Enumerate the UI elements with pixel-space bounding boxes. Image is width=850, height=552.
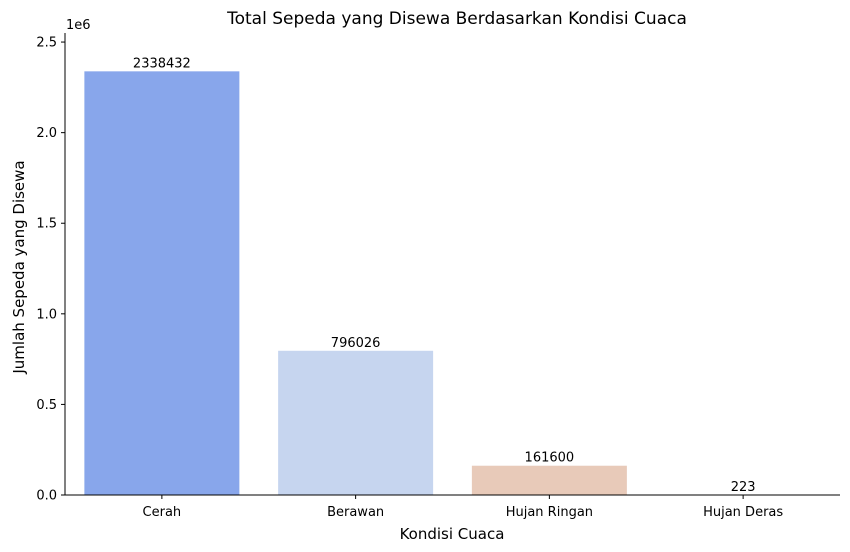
x-axis-label: Kondisi Cuaca	[400, 525, 505, 543]
y-tick-label: 0.5	[36, 398, 57, 413]
y-tick-label: 1.5	[36, 217, 57, 232]
y-ticks-group: 0.0 0.5 1.0 1.5 2.0 2.5	[36, 36, 65, 504]
x-tick-label: Hujan Deras	[703, 505, 783, 520]
y-axis-multiplier: 1e6	[66, 18, 91, 33]
bar-value-label: 223	[731, 480, 756, 495]
bar-value-label: 161600	[525, 451, 575, 466]
y-axis-label: Jumlah Sepeda yang Disewa	[10, 160, 28, 374]
x-tick-label: Cerah	[143, 505, 182, 520]
y-tick-label: 1.0	[36, 307, 57, 322]
y-tick-label: 0.0	[36, 489, 57, 504]
x-ticks-group: Cerah Berawan Hujan Ringan Hujan Deras	[143, 495, 783, 520]
chart-title: Total Sepeda yang Disewa Berdasarkan Kon…	[226, 9, 687, 29]
y-tick-label: 2.5	[36, 36, 57, 51]
y-tick-label: 2.0	[36, 126, 57, 141]
bar-value-label: 2338432	[133, 56, 191, 71]
x-tick-label: Berawan	[327, 505, 384, 520]
bar-cerah	[84, 71, 240, 495]
bar-value-label: 796026	[331, 336, 381, 351]
bar-berawan	[278, 350, 434, 495]
x-tick-label: Hujan Ringan	[506, 505, 593, 520]
bar-hujan-ringan	[471, 465, 627, 495]
bars-group: 2338432 796026 161600 223	[84, 56, 821, 495]
